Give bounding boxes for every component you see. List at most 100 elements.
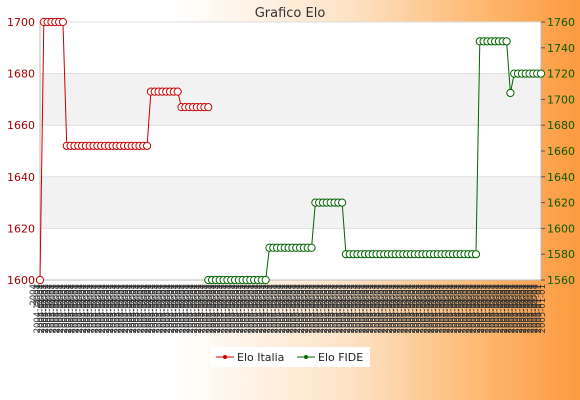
x-tick-label: 2004 — [236, 284, 246, 306]
x-tick-label: 2004-11-01 — [129, 284, 139, 333]
x-tick-label: 2004-11-01 — [400, 284, 410, 333]
x-tick-label: 2004 — [323, 284, 333, 306]
x-tick-label: 2004-11-01 — [477, 284, 487, 333]
x-tick-label: 2004-11-01 — [446, 284, 456, 333]
x-tick-label: 2004 — [209, 284, 219, 306]
x-tick-label: 2004-11-01 — [320, 284, 330, 333]
x-tick-label: 2005-01-01 — [60, 284, 70, 333]
x-tick-label: 2004 — [232, 284, 242, 306]
x-tick-label: 2004 — [320, 284, 330, 306]
x-tick-label: 2004-11-01 — [335, 284, 345, 333]
x-tick-label: 2005-01-01 — [171, 284, 181, 333]
x-tick-label: 2005-01-01 — [278, 284, 288, 333]
x-tick-label: 2004 — [251, 284, 261, 306]
x-tick-label: 2005-01-01 — [343, 284, 353, 333]
x-tick-label: 2004-11-01 — [90, 284, 100, 333]
x-tick-label: 2004-11-01 — [450, 284, 460, 333]
x-tick-label: 2004-11-01 — [534, 284, 544, 333]
data-point-elo-fide — [536, 69, 546, 78]
x-tick-label: 2004-11-01 — [442, 284, 452, 333]
x-tick-label: 2004-11-01 — [56, 284, 66, 333]
x-tick-label: 2004 — [415, 284, 425, 306]
x-tick-label: 2004 — [243, 284, 253, 306]
x-tick-label: 2004-11-01 — [274, 284, 284, 333]
x-tick-label: 2004-11-01 — [94, 284, 104, 333]
x-tick-label: 2004-11-01 — [106, 284, 116, 333]
x-tick-label: 2004-11-01 — [159, 284, 169, 333]
x-tick-label: 2005-01-01 — [190, 284, 200, 333]
data-point-elo-italia — [173, 87, 182, 96]
x-tick-label: 2004 — [488, 284, 498, 306]
x-tick-label: 2004 — [171, 284, 181, 306]
x-tick-label: 2005-01-01 — [446, 284, 456, 333]
x-tick-label: 2005-01-01 — [79, 284, 89, 333]
x-tick-label: 2004 — [492, 284, 502, 306]
x-tick-label: 2004 — [224, 284, 234, 306]
x-tick-label: 2004 — [159, 284, 169, 306]
x-tick-label: 2004-11-01 — [373, 284, 383, 333]
x-tick-label: 2005-01-01 — [205, 284, 215, 333]
x-tick-label: 2005-01-01 — [331, 284, 341, 333]
x-tick-label: 2005-01-01 — [186, 284, 196, 333]
x-tick-label: 2004 — [94, 284, 104, 306]
x-tick-label: 2005-01-01 — [374, 284, 384, 333]
x-tick-label: 2004-11-01 — [301, 284, 311, 333]
x-tick-label: 2005-01-01 — [527, 284, 537, 333]
x-tick-label: 2004-11-01 — [316, 284, 326, 333]
x-tick-label: 2004 — [205, 284, 215, 306]
x-tick-label: 2004-11-01 — [392, 284, 402, 333]
left-tick-label: 1620 — [7, 222, 35, 235]
x-tick-label: 2004 — [216, 284, 226, 306]
x-tick-label: 2004 — [228, 284, 238, 306]
x-tick-label: 2004-11-01 — [75, 284, 85, 333]
x-tick-label: 2005-01-01 — [354, 284, 364, 333]
x-tick-label: 2005-01-01 — [534, 284, 544, 333]
x-tick-label: 2005-01-01 — [442, 284, 452, 333]
right-tick-label: 1720 — [547, 68, 575, 81]
x-tick-label: 2004 — [362, 284, 372, 306]
x-tick-label: 2005-01-01 — [523, 284, 533, 333]
x-tick-label: 2005-01-01 — [221, 284, 231, 333]
x-tick-label: 2004 — [503, 284, 513, 306]
x-tick-label: 2004 — [519, 284, 529, 306]
x-tick-label: 2005-01-01 — [507, 284, 517, 333]
x-tick-label: 2004 — [44, 284, 54, 306]
right-tick-label: 1740 — [547, 42, 575, 55]
x-tick-label: 2004 — [507, 284, 517, 306]
x-tick-label: 2004 — [52, 284, 62, 306]
x-tick-label: 2004-11-01 — [240, 284, 250, 333]
data-point-elo-fide — [338, 198, 347, 207]
x-tick-label: 2004-11-01 — [469, 284, 479, 333]
x-tick-label: 2005-01-01 — [465, 284, 475, 333]
x-tick-label: 2004-11-01 — [438, 284, 448, 333]
x-tick-label: 2005-01-01 — [129, 284, 139, 333]
x-tick-label: 2005-01-01 — [400, 284, 410, 333]
x-tick-label: 2005-01-01 — [316, 284, 326, 333]
x-tick-label: 2005-01-01 — [179, 284, 189, 333]
right-tick-label: 1640 — [547, 171, 575, 184]
x-tick-label: 2004-11-01 — [496, 284, 506, 333]
x-tick-label: 2005-01-01 — [469, 284, 479, 333]
x-tick-label: 2005-01-01 — [492, 284, 502, 333]
x-tick-label: 2005-01-01 — [198, 284, 208, 333]
x-tick-label: 2005-01-01 — [247, 284, 257, 333]
x-tick-label: 2004-11-01 — [270, 284, 280, 333]
x-tick-label: 2004 — [121, 284, 131, 306]
x-tick-label: 2004 — [358, 284, 368, 306]
x-tick-label: 2005-01-01 — [94, 284, 104, 333]
x-tick-label: 2005-01-01 — [113, 284, 123, 333]
x-tick-label: 2004-11-01 — [125, 284, 135, 333]
x-tick-label: 2004-11-01 — [488, 284, 498, 333]
x-tick-label: 2004 — [419, 284, 429, 306]
chart-title: Grafico Elo — [255, 6, 326, 21]
left-axis-ticks: 1600 1620 1640 1660 1680 1700 — [7, 16, 35, 287]
x-tick-label: 2004 — [396, 284, 406, 306]
x-tick-label: 2004 — [354, 284, 364, 306]
x-tick-label: 2004-11-01 — [102, 284, 112, 333]
x-tick-label: 2004 — [484, 284, 494, 306]
x-tick-label: 2005-01-01 — [504, 284, 514, 333]
x-tick-label: 2004 — [102, 284, 112, 306]
x-tick-label: 2004-11-01 — [205, 284, 215, 333]
x-tick-label: 2004 — [239, 284, 249, 306]
x-tick-label: 2004-11-01 — [109, 284, 119, 333]
